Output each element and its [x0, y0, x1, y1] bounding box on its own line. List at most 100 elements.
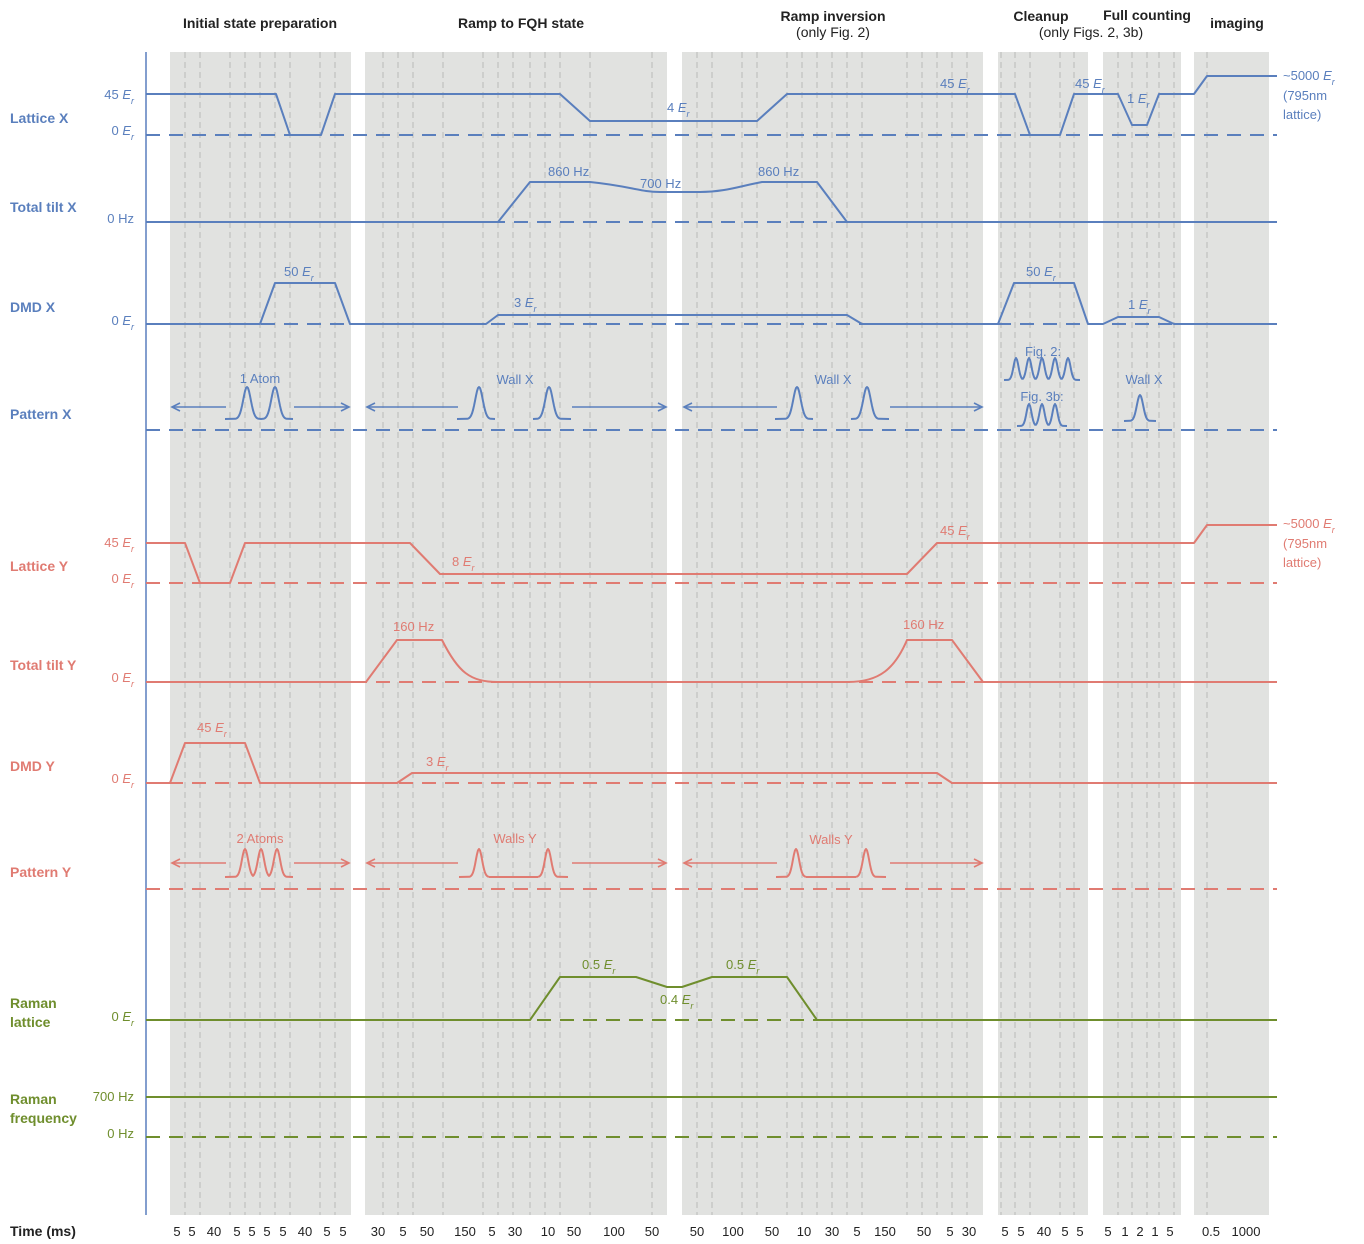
trace-dmd-x [146, 282, 1277, 325]
time-tick: 1000 [1232, 1224, 1261, 1239]
ann-tilt-x-700: 700 Hz [640, 176, 681, 191]
label-lattice-x-bottom: 0 Er [111, 123, 135, 142]
ann-pattern-x-wall-3: Wall X [1125, 372, 1162, 387]
label-lattice-y-top-subscript: r [131, 544, 135, 554]
ann-dmd-x-50a-value: 50 [284, 264, 302, 279]
ann-raman-04-value: 0.4 [660, 992, 682, 1007]
ann-dmd-y-45-value: 45 [197, 720, 215, 735]
ann-dmd-y-45-subscript: r [224, 729, 228, 739]
band-clean [998, 52, 1088, 1215]
ann-dmd-y-3: 3 Er [426, 754, 450, 773]
ann-lattice-y-8: 8 Er [452, 554, 476, 573]
label-raman-lattice-bottom-value: 0 [111, 1009, 122, 1024]
time-tick: 30 [508, 1224, 522, 1239]
time-tick: 5 [173, 1224, 180, 1239]
ann-lattice-x-end-2: (795nm [1283, 88, 1327, 103]
ann-lattice-x-4-subscript: r [687, 109, 691, 119]
ann-pattern-y-atoms: 2 Atoms [237, 831, 284, 846]
label-total-tilt-y-bottom-unit: E [122, 670, 131, 685]
label-total-tilt-y-bottom: 0 Er [111, 670, 135, 689]
ann-dmd-x-50b: 50 Er [1026, 264, 1057, 283]
ann-lattice-x-4-unit: E [678, 100, 687, 115]
pulse-wall-x-3 [1123, 394, 1157, 422]
ann-raman-05a-value: 0.5 [582, 957, 604, 972]
ann-dmd-x-1-subscript: r [1148, 306, 1152, 316]
label-dmd-x-bottom: 0 Er [111, 313, 135, 332]
ann-lattice-x-end-1-value: ~5000 [1283, 68, 1323, 83]
pulse-walls-y-2b [855, 848, 887, 878]
label-lattice-y-bottom: 0 Er [111, 571, 135, 590]
arrow-patx-3-right-head [973, 402, 984, 412]
label-lattice-x-bottom-unit: E [122, 123, 131, 138]
ann-dmd-x-50a-unit: E [302, 264, 311, 279]
ann-dmd-y-45-unit: E [215, 720, 224, 735]
phase-title-img: imaging [1210, 15, 1264, 31]
ann-lattice-y-end-2: (795nm [1283, 536, 1327, 551]
time-tick: 5 [853, 1224, 860, 1239]
label-lattice-x-top-unit: E [122, 87, 131, 102]
time-tick: 5 [323, 1224, 330, 1239]
label-total-tilt-y-bottom-value: 0 [111, 670, 122, 685]
band-ramp [365, 52, 667, 1215]
pulse-fig2 [1003, 357, 1081, 381]
time-tick: 50 [917, 1224, 931, 1239]
ann-raman-05b-subscript: r [756, 966, 760, 976]
label-lattice-x-top-subscript: r [131, 96, 135, 106]
pulse-wall-x-2a [774, 386, 814, 420]
ann-dmd-x-50b-value: 50 [1026, 264, 1044, 279]
time-tick: 30 [825, 1224, 839, 1239]
label-lattice-y-bottom-unit: E [122, 571, 131, 586]
trace-lattice-x [146, 75, 1277, 136]
ann-pattern-x-wall-1: Wall X [496, 372, 533, 387]
ann-pattern-y-walls-1: Walls Y [493, 831, 537, 846]
ann-raman-05b-unit: E [748, 957, 757, 972]
time-tick: 50 [567, 1224, 581, 1239]
time-tick: 150 [874, 1224, 896, 1239]
ann-raman-04-subscript: r [690, 1001, 694, 1011]
ann-tilt-x-860a: 860 Hz [548, 164, 589, 179]
ann-dmd-x-1-value: 1 [1128, 297, 1139, 312]
arrow-paty-1-left-head [170, 858, 181, 868]
ann-raman-05a-subscript: r [612, 966, 616, 976]
time-tick: 50 [765, 1224, 779, 1239]
time-tick: 150 [454, 1224, 476, 1239]
time-tick: 5 [1104, 1224, 1111, 1239]
time-tick: 10 [541, 1224, 555, 1239]
arrow-patx-3-left-head [682, 402, 693, 412]
time-tick: 100 [603, 1224, 625, 1239]
label-lattice-y-bottom-value: 0 [111, 571, 122, 586]
ann-lattice-x-45b-value: 45 [1075, 76, 1093, 91]
time-axis-label: Time (ms) [10, 1223, 76, 1239]
ann-dmd-x-1-unit: E [1139, 297, 1148, 312]
ann-lattice-x-end-1: ~5000 Er [1283, 68, 1336, 87]
label-raman-lattice-bottom: 0 Er [111, 1009, 135, 1028]
ann-dmd-x-3-subscript: r [534, 304, 538, 314]
time-tick: 5 [1166, 1224, 1173, 1239]
label-lattice-y: Lattice Y [10, 558, 69, 574]
ann-dmd-x-3-value: 3 [514, 295, 525, 310]
ann-raman-05a-unit: E [604, 957, 613, 972]
pattern-arrows [170, 402, 984, 868]
ann-pattern-x-atom: 1 Atom [240, 371, 280, 386]
phase-headers: Initial state preparation Ramp to FQH sta… [183, 7, 1264, 40]
label-lattice-x: Lattice X [10, 110, 69, 126]
pulse-fig3b [1016, 403, 1068, 427]
pulse-wall-x-2b [850, 386, 890, 420]
label-total-tilt-y-bottom-subscript: r [131, 679, 135, 689]
label-total-tilt-x: Total tilt X [10, 199, 77, 215]
ann-dmd-x-3-unit: E [525, 295, 534, 310]
time-guides [184, 52, 1208, 1215]
phase-title-ramp: Ramp to FQH state [458, 15, 584, 31]
ann-dmd-y-3-subscript: r [446, 763, 450, 773]
time-tick: 5 [1017, 1224, 1024, 1239]
time-tick: 5 [263, 1224, 270, 1239]
label-raman-lattice-2: lattice [10, 1014, 51, 1030]
ann-lattice-y-45-value: 45 [940, 523, 958, 538]
ann-dmd-y-3-unit: E [437, 754, 446, 769]
ann-lattice-x-45b: 45 Er [1075, 76, 1106, 95]
pulse-2-atoms [224, 848, 294, 878]
label-raman-lattice-1: Raman [10, 995, 57, 1011]
ann-lattice-y-end-1-value: ~5000 [1283, 516, 1323, 531]
